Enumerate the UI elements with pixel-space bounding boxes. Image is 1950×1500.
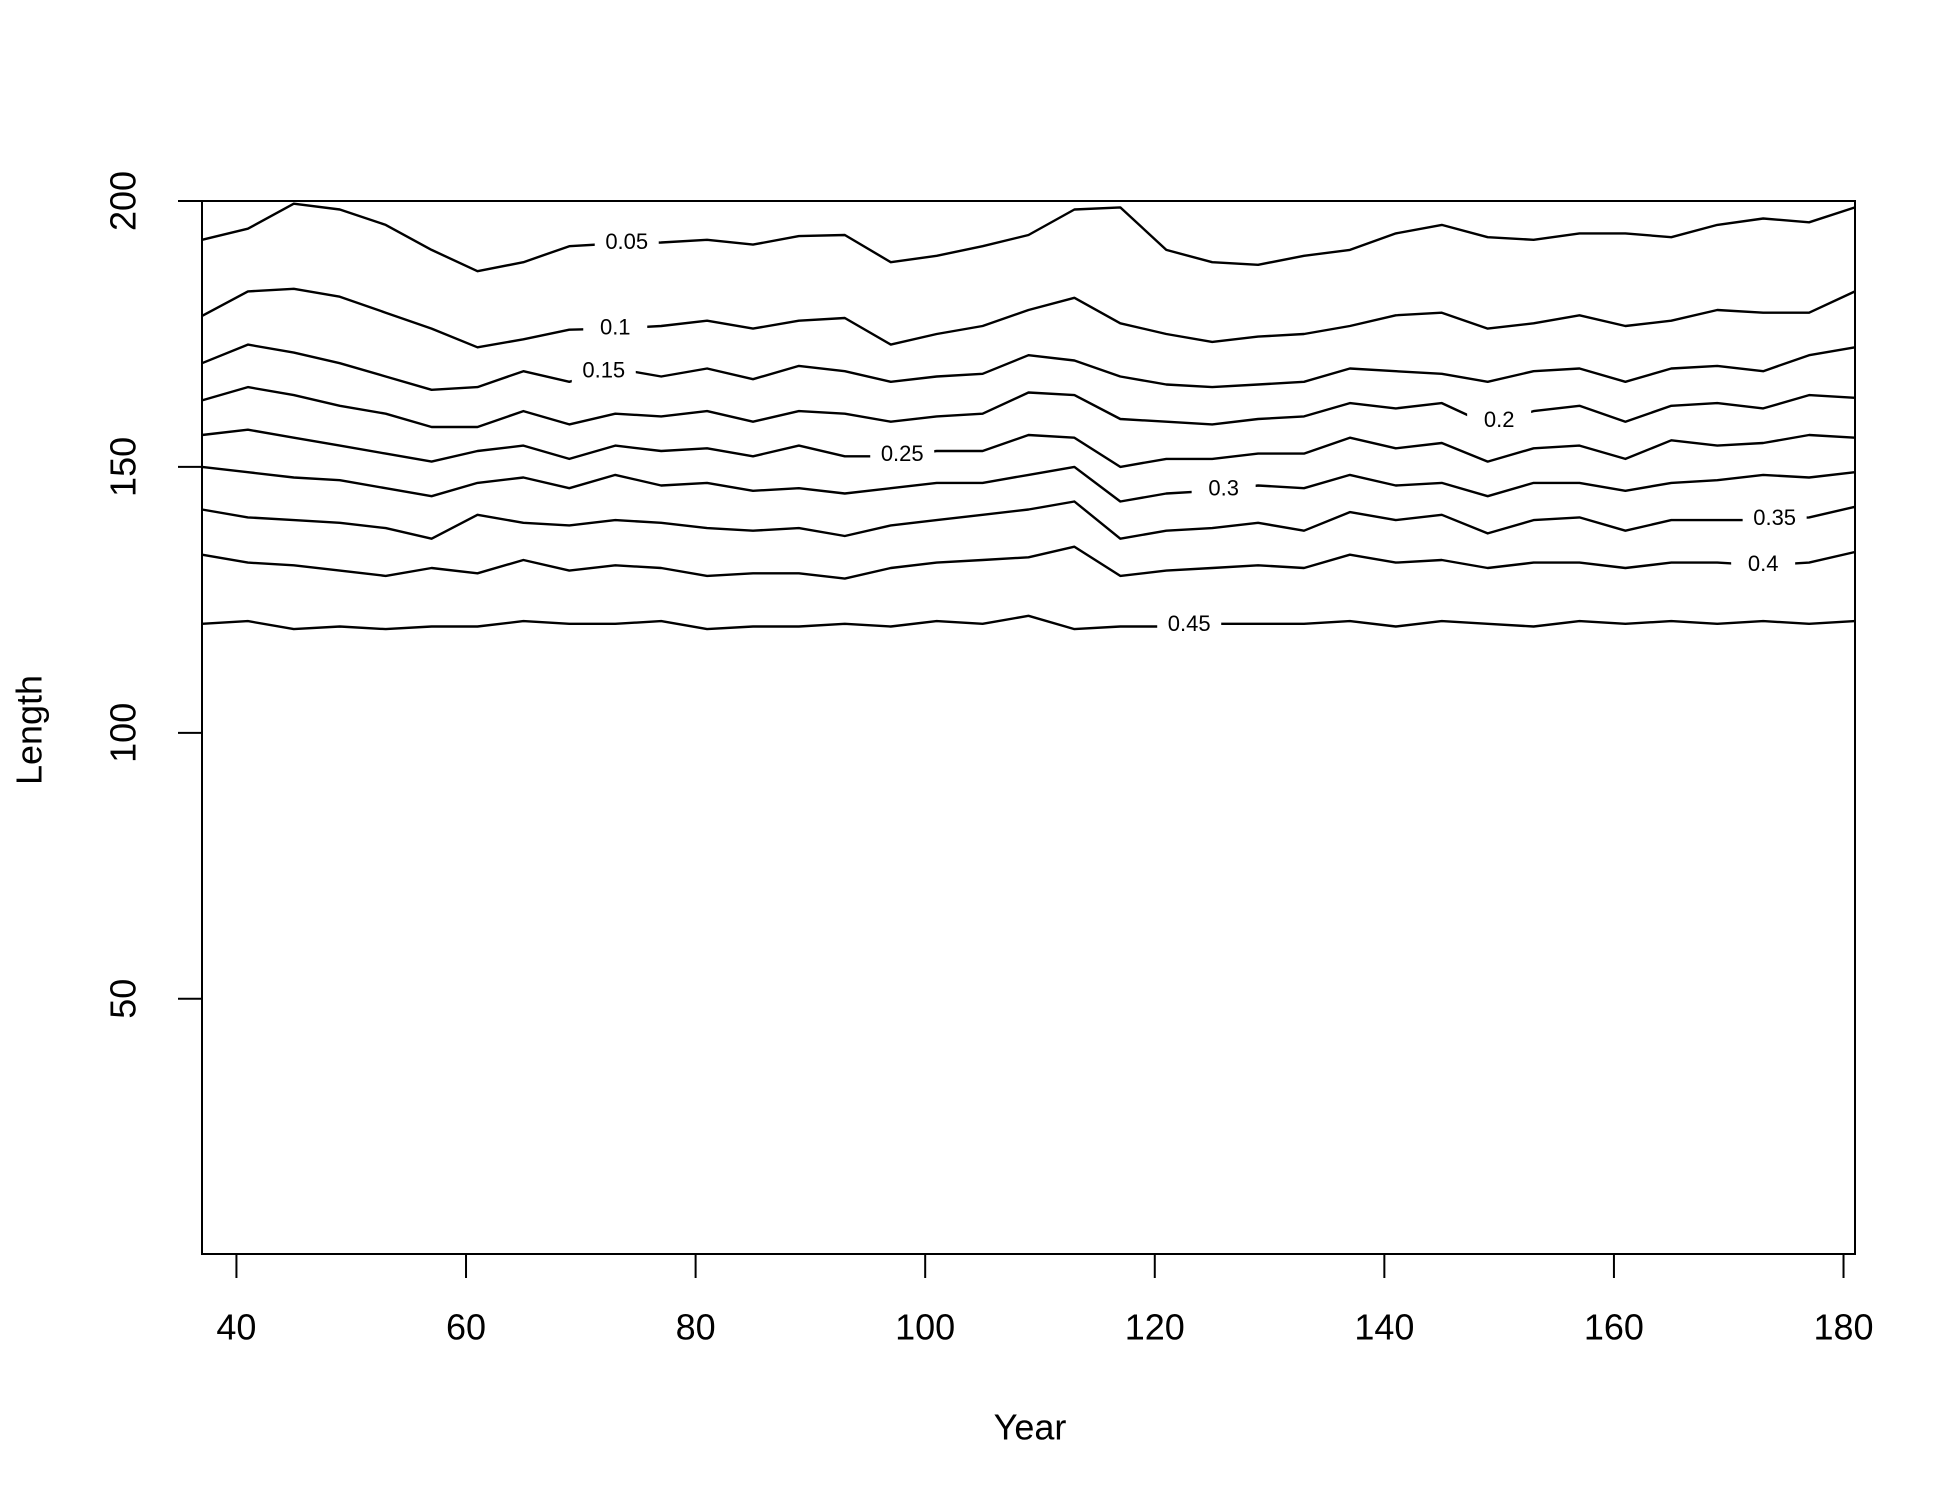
- label-gap: [1157, 613, 1222, 638]
- x-tick-label: 100: [895, 1307, 955, 1348]
- contour-label: 0.2: [1484, 407, 1515, 432]
- x-axis-label: Year: [994, 1407, 1067, 1448]
- contour-label: 0.05: [605, 229, 648, 254]
- contour-label: 0.4: [1748, 551, 1779, 576]
- y-tick-label: 150: [103, 437, 144, 497]
- y-tick-label: 100: [103, 703, 144, 763]
- label-gap: [1742, 507, 1807, 532]
- y-tick-label: 50: [103, 979, 144, 1019]
- x-tick-label: 80: [676, 1307, 716, 1348]
- contour-line: [201, 500, 1856, 540]
- contour-label: 0.15: [582, 358, 625, 383]
- contour-label: 0.45: [1168, 611, 1211, 636]
- label-gap: [1731, 553, 1796, 578]
- x-tick-label: 180: [1813, 1307, 1873, 1348]
- contour-label: 0.35: [1753, 505, 1796, 530]
- contour-line: [201, 614, 1856, 631]
- contour-label: 0.25: [881, 441, 924, 466]
- plot-frame: [201, 200, 1856, 1255]
- contour-label: 0.3: [1208, 475, 1239, 500]
- x-tick-label: 120: [1125, 1307, 1185, 1348]
- contour-line: [201, 287, 1856, 349]
- label-gap: [1467, 409, 1532, 434]
- contour-line: [201, 385, 1856, 429]
- x-tick-label: 140: [1354, 1307, 1414, 1348]
- label-gap: [594, 231, 659, 256]
- contour-line: [201, 545, 1856, 580]
- contour-line: [201, 202, 1856, 273]
- y-axis-label: Length: [9, 675, 50, 785]
- y-tick-label: 200: [103, 171, 144, 231]
- label-gap: [583, 316, 648, 341]
- x-tick-label: 60: [446, 1307, 486, 1348]
- label-gap: [870, 442, 935, 467]
- contour-line: [201, 343, 1856, 391]
- contour-label: 0.1: [600, 314, 631, 339]
- x-tick-label: 160: [1584, 1307, 1644, 1348]
- contour-line: [201, 428, 1856, 469]
- contour-line: [201, 465, 1856, 503]
- label-gap: [571, 359, 636, 384]
- label-gap: [1191, 477, 1256, 502]
- x-tick-label: 40: [216, 1307, 256, 1348]
